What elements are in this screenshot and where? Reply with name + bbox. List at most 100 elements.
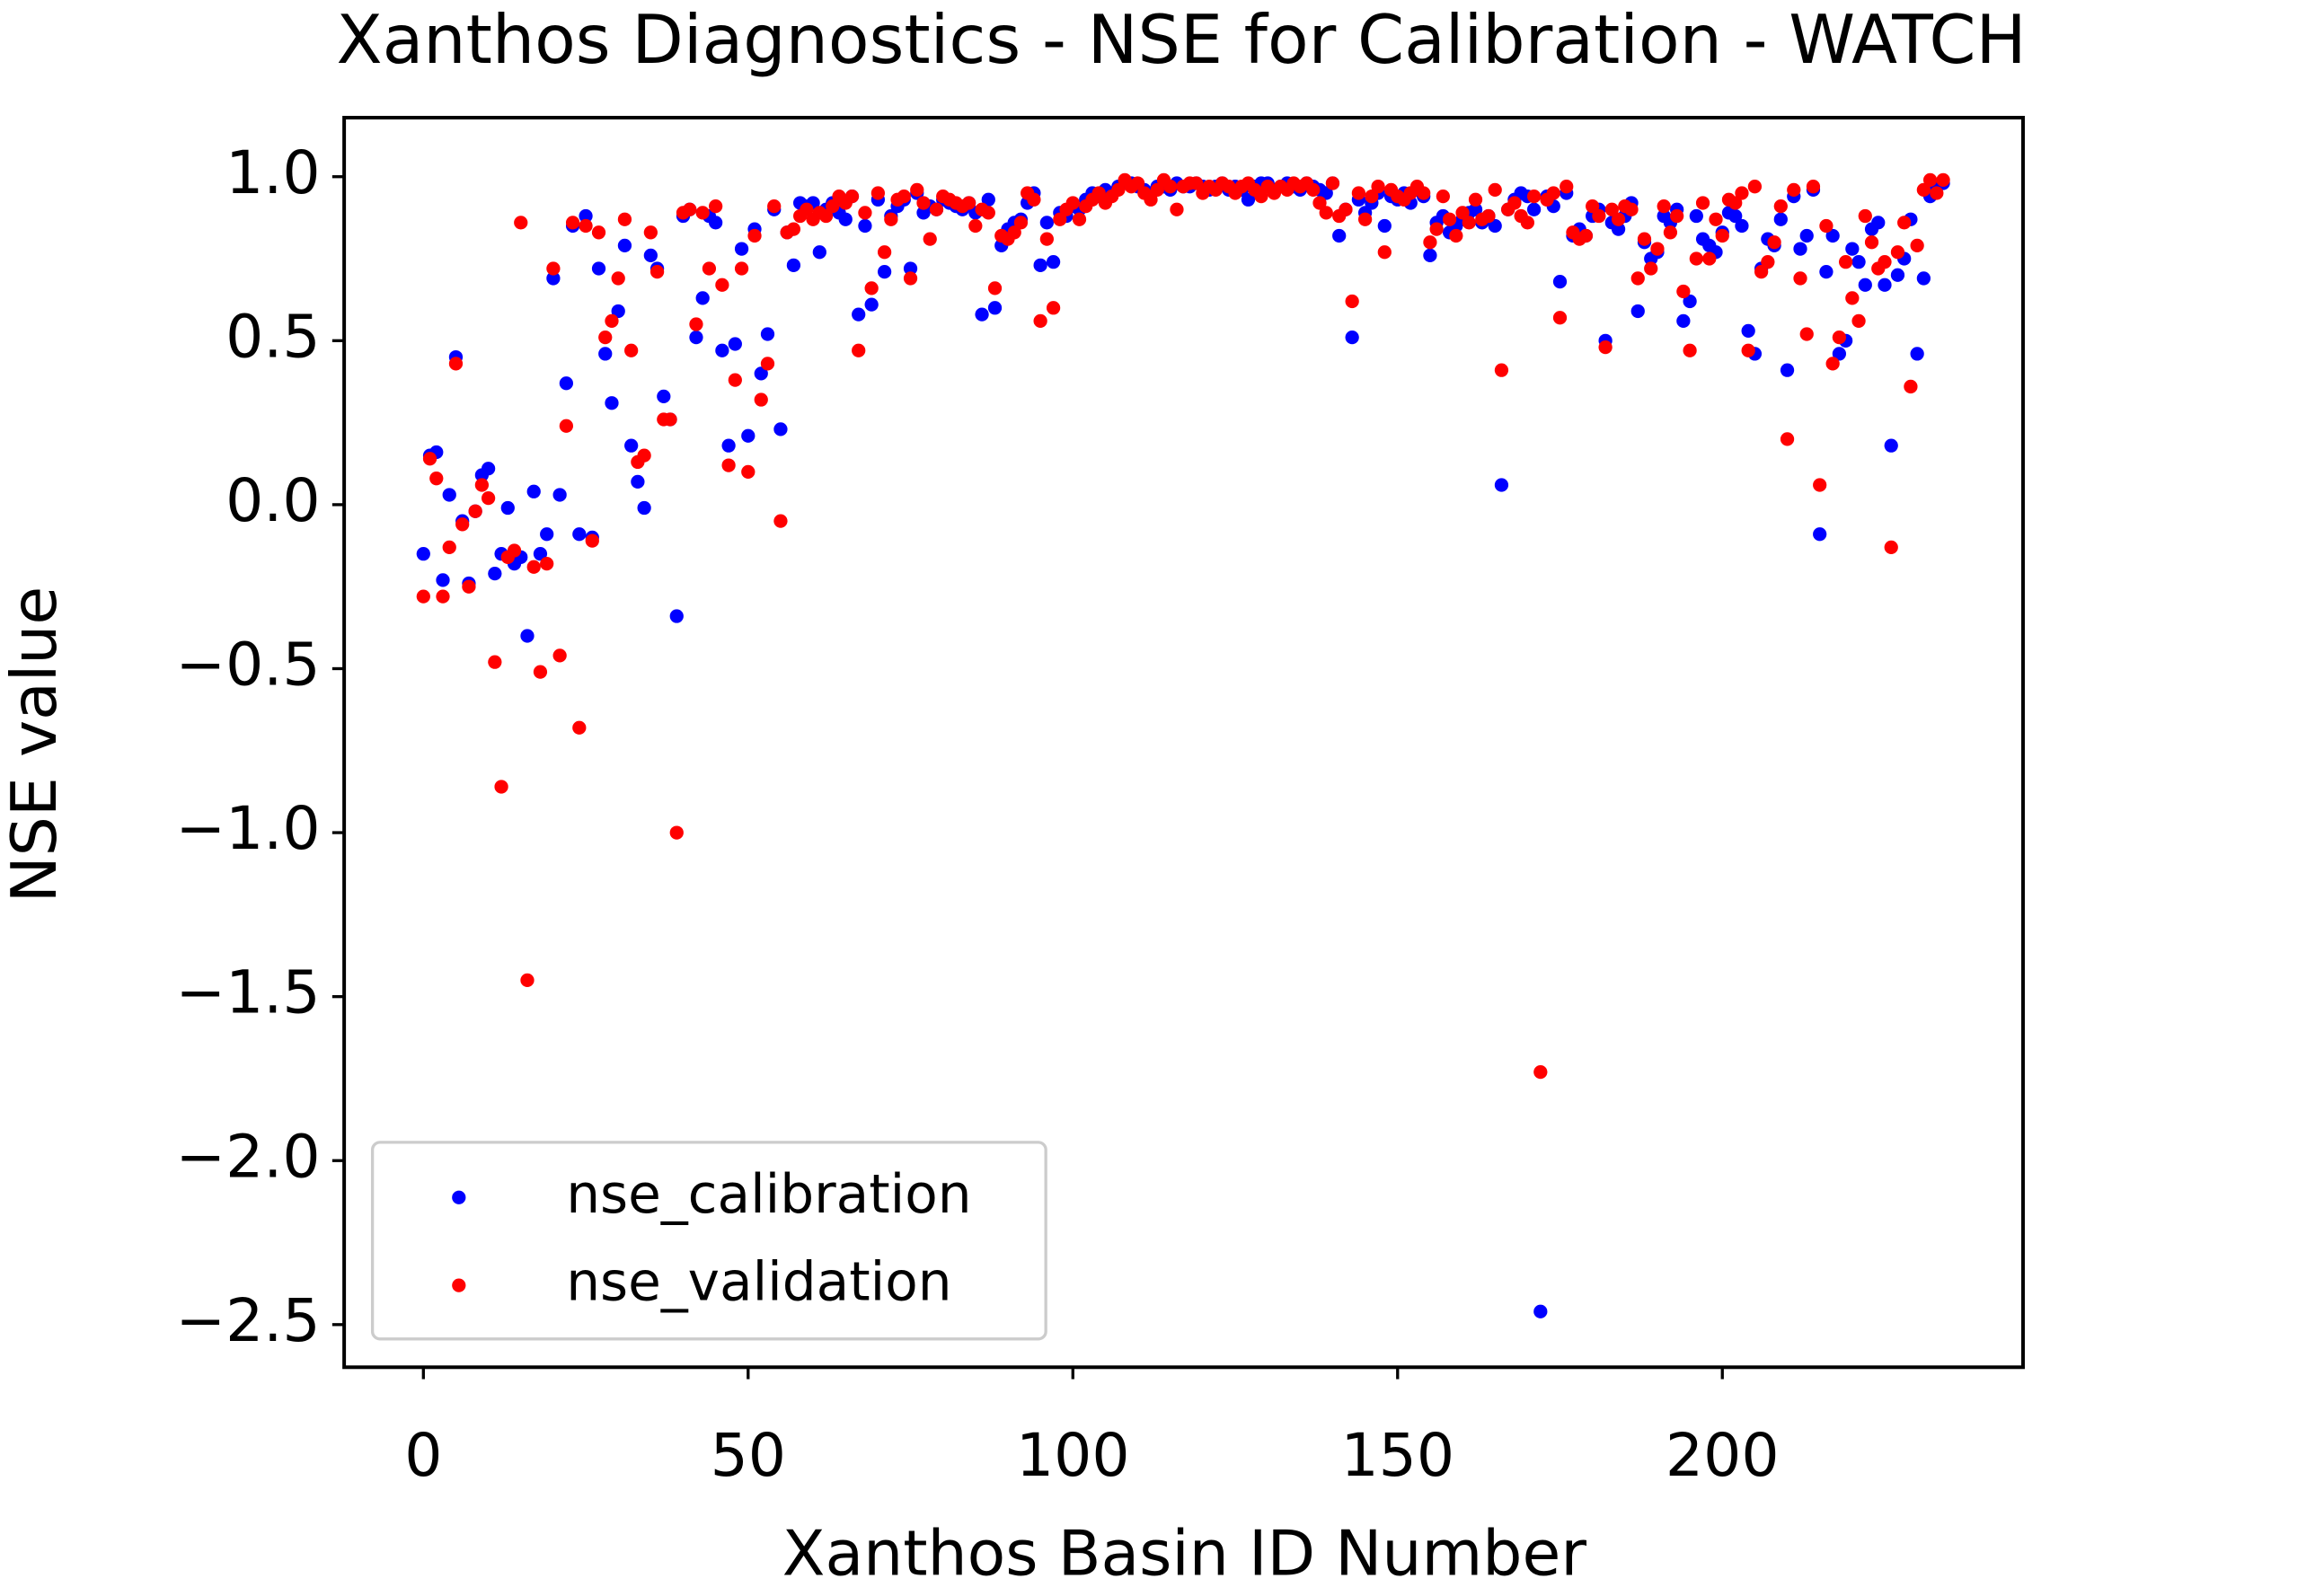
point xyxy=(1754,265,1769,279)
point xyxy=(546,261,561,276)
point xyxy=(852,343,866,357)
point xyxy=(591,261,606,276)
point xyxy=(657,389,671,404)
point xyxy=(624,438,639,453)
point xyxy=(760,327,775,341)
point xyxy=(1312,196,1327,210)
point xyxy=(1007,225,1021,240)
point xyxy=(1644,261,1658,276)
point xyxy=(1904,379,1918,394)
point xyxy=(526,484,541,498)
point xyxy=(1552,311,1568,325)
point xyxy=(1365,190,1379,204)
point xyxy=(442,488,456,502)
point xyxy=(1417,186,1431,200)
point xyxy=(579,218,593,234)
point xyxy=(500,500,515,516)
point xyxy=(1552,274,1568,289)
point xyxy=(579,208,593,224)
point xyxy=(1488,182,1502,197)
point xyxy=(858,218,872,234)
legend-marker xyxy=(452,1190,466,1204)
point xyxy=(1027,192,1041,207)
point xyxy=(1761,255,1775,269)
point xyxy=(1728,208,1743,224)
y-tick-label: −1.5 xyxy=(176,957,321,1027)
point xyxy=(1319,206,1333,220)
point xyxy=(598,347,613,361)
point xyxy=(1741,343,1755,357)
point xyxy=(1039,216,1054,230)
point xyxy=(540,527,554,542)
point xyxy=(728,373,742,387)
point xyxy=(1345,294,1359,309)
point xyxy=(416,589,430,604)
point xyxy=(1773,212,1788,226)
point xyxy=(1560,180,1574,194)
point xyxy=(1144,192,1158,207)
point xyxy=(715,278,729,292)
point xyxy=(1449,228,1463,243)
x-tick-label: 50 xyxy=(711,1420,786,1490)
point xyxy=(1676,284,1691,299)
point xyxy=(773,514,788,528)
point xyxy=(1254,190,1268,204)
point xyxy=(786,222,801,236)
point xyxy=(1910,347,1924,361)
point xyxy=(1819,218,1834,234)
point xyxy=(1351,186,1366,200)
point xyxy=(838,212,853,226)
point xyxy=(1468,202,1483,216)
point xyxy=(1780,363,1795,377)
point xyxy=(1345,331,1359,345)
point xyxy=(1241,192,1256,207)
point xyxy=(559,376,573,391)
point xyxy=(1046,255,1061,269)
point xyxy=(1611,212,1626,226)
point xyxy=(903,261,918,276)
point xyxy=(1663,225,1678,240)
point xyxy=(1878,278,1892,292)
point xyxy=(1825,228,1840,243)
point xyxy=(1130,176,1145,190)
point xyxy=(1091,186,1106,200)
y-tick-label: −2.5 xyxy=(176,1285,321,1355)
point xyxy=(1884,438,1898,453)
point xyxy=(877,265,892,279)
point xyxy=(903,271,918,286)
point xyxy=(481,490,496,506)
point xyxy=(1604,202,1619,216)
point xyxy=(663,412,677,427)
point xyxy=(1377,218,1392,234)
x-tick-label: 150 xyxy=(1340,1420,1454,1490)
point xyxy=(1864,235,1879,250)
point xyxy=(709,216,723,230)
point xyxy=(1657,198,1671,214)
point xyxy=(734,242,749,256)
point xyxy=(1033,313,1047,329)
point xyxy=(818,208,834,224)
point xyxy=(605,396,619,410)
point xyxy=(852,307,866,322)
point xyxy=(1377,245,1392,260)
point xyxy=(1695,196,1710,210)
point xyxy=(1793,271,1807,286)
point xyxy=(637,500,651,516)
point xyxy=(1858,208,1872,224)
chart-title: Xanthos Diagnostics - NSE for Calibratio… xyxy=(336,1,2026,79)
legend-label: nse_validation xyxy=(566,1252,951,1314)
point xyxy=(981,206,995,220)
point xyxy=(494,780,508,794)
point xyxy=(507,543,522,558)
point xyxy=(987,301,1003,315)
point xyxy=(1507,196,1522,210)
point xyxy=(1371,180,1385,194)
x-tick-label: 200 xyxy=(1666,1420,1780,1490)
point xyxy=(1747,180,1763,194)
point xyxy=(1884,540,1898,555)
point xyxy=(1306,182,1321,197)
point xyxy=(1799,228,1814,243)
point xyxy=(416,547,430,561)
legend-label: nse_calibration xyxy=(566,1164,971,1226)
